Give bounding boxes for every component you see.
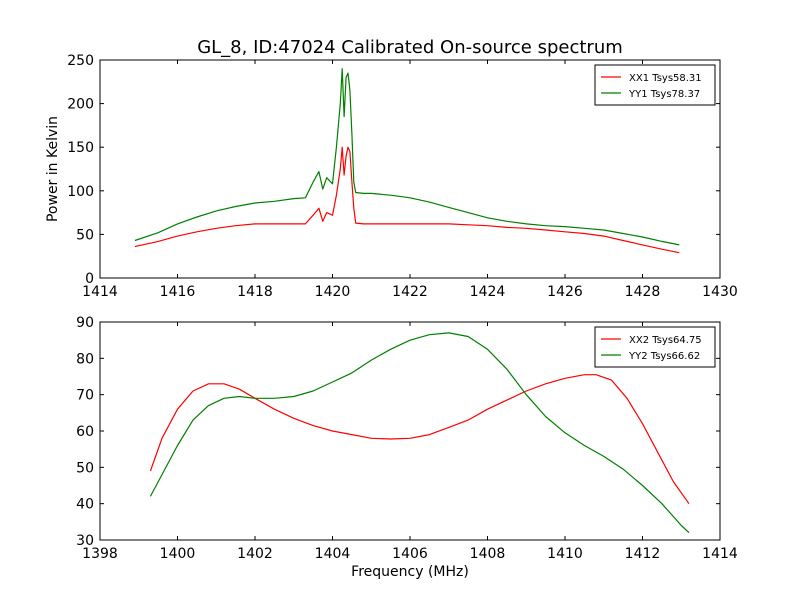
series-line-yy2 bbox=[149, 332, 690, 534]
x-tick-label: 1402 bbox=[237, 546, 273, 562]
x-tick-label: 1408 bbox=[470, 546, 506, 562]
series-line-xx1 bbox=[134, 146, 680, 254]
legend-label: YY2 Tsys66.62 bbox=[628, 351, 700, 362]
x-tick-label: 1412 bbox=[625, 546, 661, 562]
x-tick-label: 1414 bbox=[82, 284, 118, 300]
x-tick-label: 1418 bbox=[237, 284, 273, 300]
legend: XX2 Tsys64.75 YY2 Tsys66.62 bbox=[594, 326, 716, 368]
x-tick-label: 1416 bbox=[160, 284, 196, 300]
legend: XX1 Tsys58.31 YY1 Tsys78.37 bbox=[594, 64, 716, 106]
x-tick-label: 1414 bbox=[702, 546, 738, 562]
x-tick-label: 1410 bbox=[547, 546, 583, 562]
y-tick-label: 50 bbox=[76, 227, 94, 243]
x-tick-label: 1398 bbox=[82, 546, 118, 562]
legend-label: XX1 Tsys58.31 bbox=[629, 73, 702, 84]
y-tick-label: 200 bbox=[67, 97, 94, 113]
x-tick-label: 1426 bbox=[547, 284, 583, 300]
x-tick-label: 1424 bbox=[470, 284, 506, 300]
x-tick-label: 1406 bbox=[392, 546, 428, 562]
y-tick-label: 30 bbox=[76, 533, 94, 549]
legend-box bbox=[594, 64, 716, 106]
x-tick-label: 1420 bbox=[315, 284, 351, 300]
plot-panel-2: 1398 1400 1402 1404 1406 1408 1410 1412 1414 30 40… bbox=[76, 315, 738, 580]
y-tick-label: 90 bbox=[76, 315, 94, 331]
series-line-xx2 bbox=[149, 374, 690, 505]
x-tick-label: 1422 bbox=[392, 284, 428, 300]
y-tick-label: 80 bbox=[76, 351, 94, 367]
x-tick-label: 1400 bbox=[160, 546, 196, 562]
series-line-yy1 bbox=[134, 68, 680, 246]
legend-label: XX2 Tsys64.75 bbox=[629, 335, 702, 346]
y-tick-label: 70 bbox=[76, 388, 94, 404]
y-tick-label: 250 bbox=[67, 53, 94, 69]
legend-box bbox=[594, 326, 716, 368]
y-tick-label: 100 bbox=[67, 184, 94, 200]
y-tick-label: 0 bbox=[85, 271, 94, 287]
y-tick-label: 150 bbox=[67, 140, 94, 156]
y-tick-label: 40 bbox=[76, 497, 94, 513]
y-tick-label: 60 bbox=[76, 424, 94, 440]
legend-label: YY1 Tsys78.37 bbox=[628, 89, 700, 100]
y-tick-label: 50 bbox=[76, 460, 94, 476]
plot-panel-1: 1414 1416 1418 1420 1422 1424 1426 1428 1430 0 50 1… bbox=[45, 53, 738, 300]
x-tick-label: 1430 bbox=[702, 284, 738, 300]
x-tick-label: 1404 bbox=[315, 546, 351, 562]
x-axis-label: Frequency (MHz) bbox=[351, 564, 469, 580]
y-axis-label: Power in Kelvin bbox=[45, 116, 61, 222]
chart-title: GL_8, ID:47024 Calibrated On-source spec… bbox=[197, 37, 623, 58]
x-tick-label: 1428 bbox=[625, 284, 661, 300]
